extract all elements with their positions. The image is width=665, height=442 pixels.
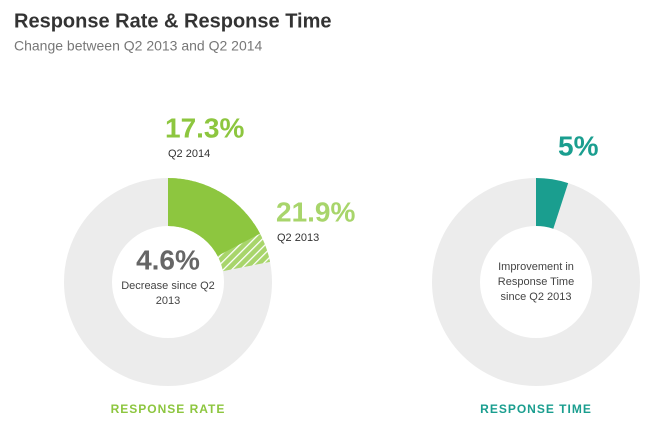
chart-label: RESPONSE TIME <box>480 402 592 416</box>
series-name: Q2 2013 <box>277 232 319 244</box>
chart-label: RESPONSE RATE <box>111 402 226 416</box>
series-name: Q2 2014 <box>168 148 210 160</box>
value-label: 5% <box>558 130 599 161</box>
donut-segment <box>536 178 569 229</box>
value-label: 17.3% <box>165 112 244 143</box>
center-text: Improvement in Response Time since Q2 20… <box>497 261 575 303</box>
page-subtitle: Change between Q2 2013 and Q2 2014 <box>14 38 263 54</box>
value-label: 21.9% <box>276 196 355 227</box>
page-title: Response Rate & Response Time <box>14 10 332 32</box>
center-text: Decrease since Q2 2013 <box>121 280 215 307</box>
donut-segment <box>168 178 261 256</box>
center-label: 4.6% <box>136 244 200 275</box>
